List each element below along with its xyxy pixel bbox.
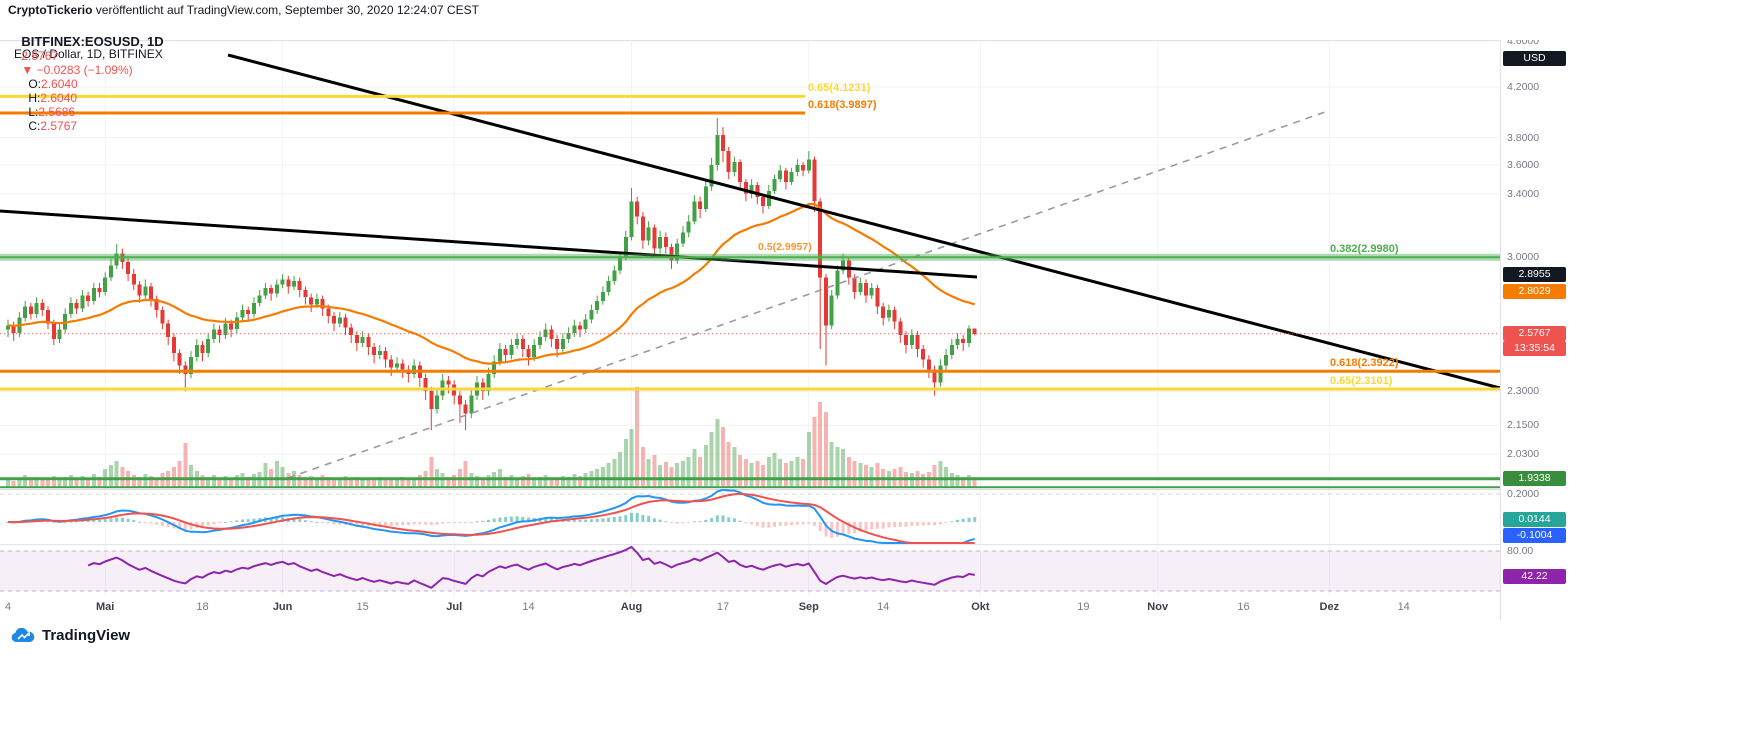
time-tick-label: Okt: [971, 601, 990, 613]
rsi-line: [87, 545, 975, 589]
time-tick-label: 14: [1397, 601, 1410, 613]
fib-level-label: 0.65(4.1231): [808, 82, 871, 95]
trendline[interactable]: [0, 209, 978, 279]
symbol-name: BITFINEX:EOSUSD, 1D: [21, 34, 164, 49]
attribution-line: CryptoTickerio veröffentlicht auf Tradin…: [8, 3, 479, 17]
time-tick-label: Mai: [96, 601, 115, 613]
footer: TradingView: [0, 620, 1755, 731]
time-tick-label: 17: [716, 601, 730, 613]
time-tick-label: 15: [356, 601, 369, 613]
price-badge: 2.5767: [1503, 326, 1566, 342]
countdown-badge: 13:35:54: [1503, 341, 1566, 357]
price-change: ▼ −0.0283 (−1.09%): [21, 63, 133, 77]
fib-level-label: 0.618(2.3922): [1330, 357, 1399, 370]
chart-legend: EOS / Dollar, 1D, BITFINEX: [14, 47, 163, 61]
annotation-label: 0.5(2.9957): [758, 241, 812, 253]
dashed-trendline[interactable]: [287, 111, 1326, 479]
axis-tick-label: 4.2000: [1507, 81, 1540, 94]
fib-level-label: 0.382(2.9980): [1330, 243, 1399, 256]
open-value: 2.6040: [41, 77, 78, 91]
time-tick-label: 19: [1077, 601, 1090, 613]
high-value: 2.6040: [40, 91, 78, 105]
axis-tick-label: 3.4000: [1507, 187, 1540, 200]
high-label: H:: [28, 91, 41, 105]
close-label: C:: [28, 119, 41, 133]
trendline[interactable]: [227, 53, 1501, 390]
time-tick-label: Jul: [446, 601, 463, 613]
tradingview-cloud-icon: [11, 627, 35, 642]
price-badge: 2.8955: [1503, 267, 1566, 283]
fib-levels-layer[interactable]: [0, 94, 1500, 490]
time-tick-label: 18: [196, 601, 209, 613]
tradingview-logo[interactable]: TradingView: [10, 627, 130, 644]
publisher-name: CryptoTickerio: [8, 3, 93, 17]
low-label: L:: [28, 105, 39, 119]
candles-layer: [6, 118, 977, 430]
open-label: O:: [28, 77, 42, 91]
volume-layer: [6, 387, 977, 487]
time-axis[interactable]: 4 Mai 18 Jun 15 Jul 14 Aug 17 Sep 14 Okt 19 Nov 16 Dez 1…: [0, 596, 1500, 620]
macd-layer: [6, 488, 977, 544]
last-price: 2.5767: [21, 49, 59, 63]
price-badge: 0.0144: [1503, 512, 1566, 528]
price-badge: 1.9338: [1503, 471, 1566, 487]
price-badge: -0.1004: [1503, 528, 1566, 544]
time-tick-label: Aug: [620, 601, 643, 613]
fib-level-label: 0.618(3.9897): [808, 99, 877, 112]
axis-tick-label: 3.6000: [1507, 158, 1540, 171]
time-tick-label: Jun: [272, 601, 293, 613]
axis-tick-label: 2.3000: [1507, 385, 1540, 398]
time-tick-label: Sep: [798, 601, 819, 613]
time-tick-label: Dez: [1319, 601, 1340, 613]
axis-tick-label: 0.2000: [1507, 488, 1540, 501]
chart-region[interactable]: EOS / Dollar, 1D, BITFINEX 4.6000 4.2000 3…: [0, 35, 1568, 620]
close-value: 2.5767: [40, 119, 78, 133]
axis-tick-label: 3.8000: [1507, 131, 1540, 144]
axis-tick-label: 3.0000: [1507, 251, 1540, 263]
axis-tick-label: 2.0300: [1507, 448, 1540, 461]
price-chart-canvas[interactable]: [0, 40, 1568, 620]
attribution-text: veröffentlicht auf TradingView.com, Sept…: [92, 3, 479, 17]
price-badge: 42.22: [1503, 568, 1566, 584]
tradingview-logo-text: TradingView: [42, 627, 131, 644]
time-tick-label: 4: [4, 601, 12, 613]
ma-line: [7, 202, 976, 365]
time-tick-label: 16: [1237, 601, 1250, 613]
price-badge: 2.8029: [1503, 283, 1566, 299]
time-tick-label: Nov: [1147, 601, 1169, 613]
symbol-info-line: BITFINEX:EOSUSD, 1D 2.5767 ▼ −0.0283 (−1…: [8, 20, 170, 147]
time-tick-label: 14: [522, 601, 535, 613]
price-axis[interactable]: 4.6000 4.2000 3.8000 3.6000 3.4000 3.0000 2.30…: [1500, 35, 1568, 620]
low-value: 2.5686: [38, 105, 76, 119]
axis-tick-label: 2.1500: [1507, 419, 1540, 432]
fib-level-label: 0.65(2.3101): [1330, 374, 1393, 387]
header-bar: CryptoTickerio veröffentlicht auf Tradin…: [0, 0, 1755, 133]
time-tick-label: 14: [877, 601, 890, 613]
price-badge: USD: [1503, 50, 1566, 66]
axis-tick-label: 80.00: [1507, 545, 1534, 557]
